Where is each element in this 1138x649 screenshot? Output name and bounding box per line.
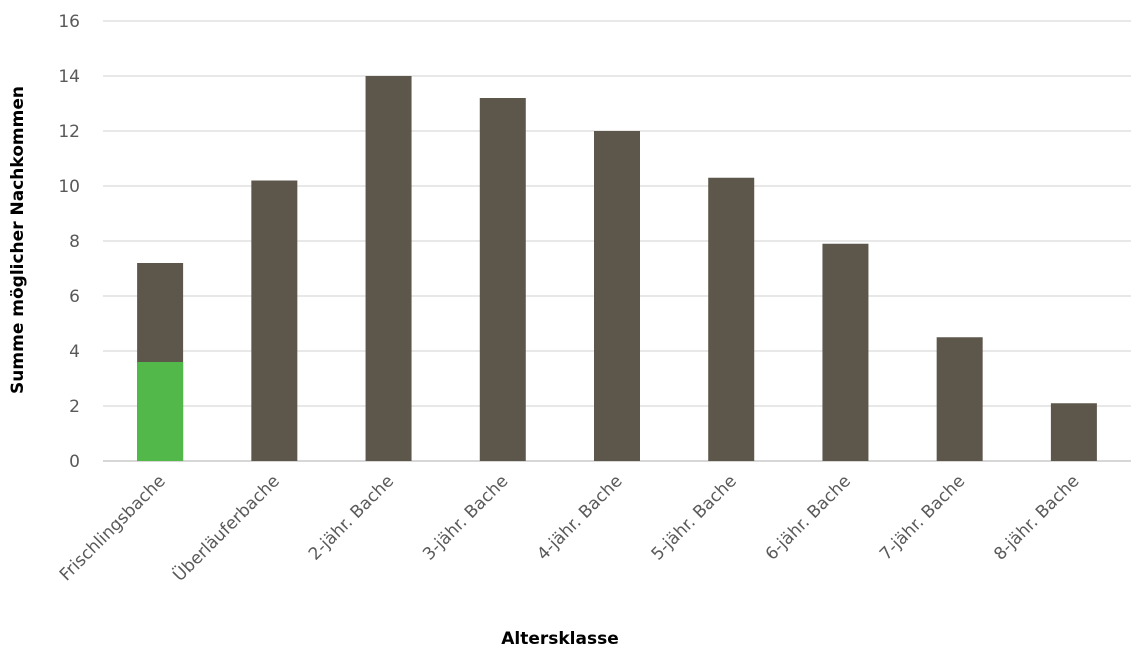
y-tick-label: 4 [69,342,80,362]
bar [1050,403,1097,461]
x-axis-ticks: Frischlingsbache Überläuferbache 2-jähr. B… [56,470,1084,586]
bar [365,76,412,461]
x-tick-label: 7-jähr. Bache [876,471,969,564]
y-axis-ticks: 0 2 4 6 8 10 12 14 16 [58,12,80,472]
x-tick-label: 6-jähr. Bache [762,471,855,564]
x-tick-label: 5-jähr. Bache [648,471,741,564]
bar [822,243,869,461]
bar [479,98,526,461]
x-tick-label: 4-jähr. Bache [533,471,626,564]
y-tick-label: 6 [69,287,80,307]
bar [594,131,640,461]
bar [936,337,983,461]
y-tick-label: 8 [69,232,80,252]
x-tick-label: 2-jähr. Bache [305,471,398,564]
x-axis-title: Altersklasse [501,629,619,649]
bars [137,76,1097,461]
y-axis-title: Summe möglicher Nachkommen [8,86,28,394]
y-tick-label: 12 [58,122,80,142]
x-tick-label: Überläuferbache [168,470,284,586]
bar-highlight-segment [137,362,184,461]
x-tick-label: 8-jähr. Bache [990,471,1083,564]
x-tick-label: 3-jähr. Bache [419,471,512,564]
bar [251,180,298,461]
y-tick-label: 0 [69,452,80,472]
y-tick-label: 14 [58,67,80,87]
y-tick-label: 16 [58,12,80,32]
y-tick-label: 10 [58,177,80,197]
y-tick-label: 2 [69,397,80,417]
x-tick-label: Frischlingsbache [56,471,170,585]
bar [708,177,755,461]
